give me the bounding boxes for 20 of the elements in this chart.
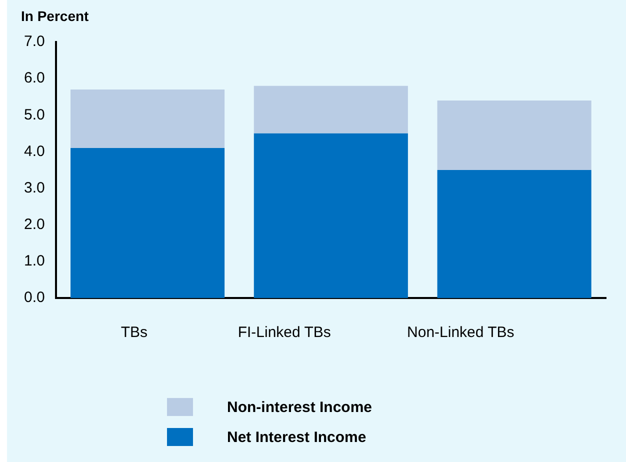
y-tick-label: 6.0 [24,70,45,87]
x-tick-label: FI-Linked TBs [238,324,331,342]
legend-label: Non-interest Income [227,398,372,416]
x-tick-label: Non-Linked TBs [407,324,514,342]
bar [70,148,225,298]
y-tick-label: 3.0 [24,179,45,196]
bar [254,86,408,134]
legend-label: Net Interest Income [227,428,366,446]
y-tick-label: 4.0 [24,142,45,160]
bar [437,170,592,298]
bar [70,90,225,148]
bar [437,100,592,170]
x-tick-label: TBs [120,324,148,342]
y-tick-label: 5.0 [24,106,45,124]
y-tick-label: 7.0 [24,33,45,50]
y-tick-label: 2.0 [24,216,45,233]
y-tick-label: 0.0 [24,289,45,306]
bar [254,133,408,298]
y-axis-title: In Percent [21,8,89,24]
y-tick-label: 1.0 [24,252,45,270]
